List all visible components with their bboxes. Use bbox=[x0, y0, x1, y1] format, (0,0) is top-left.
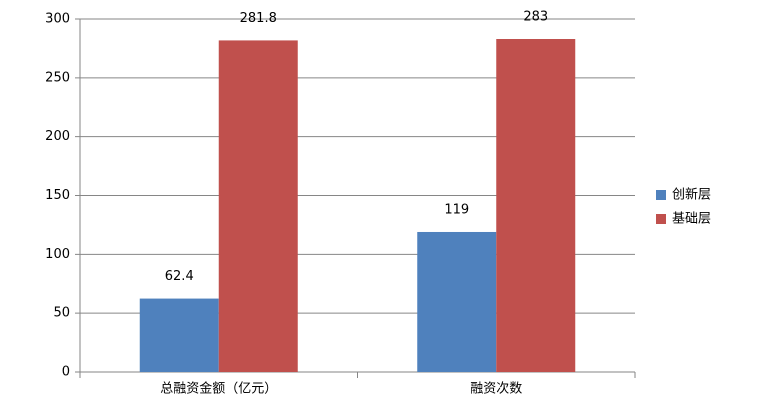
legend-swatch bbox=[656, 214, 666, 224]
y-tick-label: 100 bbox=[45, 247, 70, 262]
bar bbox=[139, 298, 219, 372]
value-label: 119 bbox=[444, 202, 469, 217]
bar bbox=[496, 39, 576, 373]
bar bbox=[218, 40, 298, 372]
legend-swatch bbox=[656, 190, 666, 200]
y-tick-label: 250 bbox=[45, 70, 70, 85]
value-label: 283 bbox=[523, 10, 548, 25]
y-tick-label: 50 bbox=[53, 306, 70, 321]
y-tick-label: 300 bbox=[45, 12, 70, 27]
value-label: 62.4 bbox=[165, 269, 194, 284]
y-tick-label: 200 bbox=[45, 129, 70, 144]
x-tick-label: 总融资金额（亿元） bbox=[160, 381, 277, 397]
legend-label: 基础层 bbox=[672, 212, 711, 227]
value-label: 281.8 bbox=[240, 11, 277, 26]
y-tick-label: 150 bbox=[45, 188, 70, 203]
x-tick-label: 融资次数 bbox=[470, 381, 522, 397]
y-tick-label: 0 bbox=[62, 365, 70, 380]
legend-label: 创新层 bbox=[672, 187, 711, 203]
bar bbox=[417, 231, 497, 372]
